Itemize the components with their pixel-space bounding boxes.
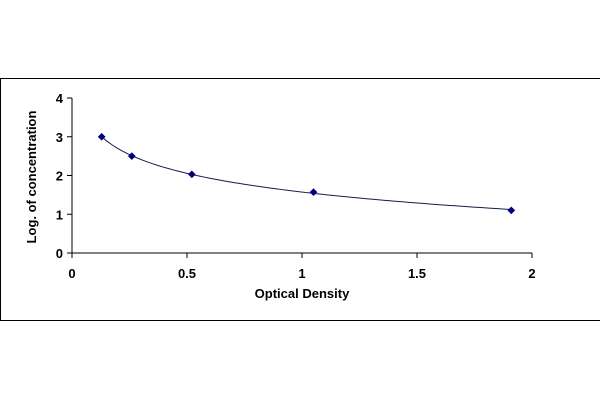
y-tick-label: 1 — [56, 207, 63, 222]
data-point — [97, 132, 106, 141]
x-tick-label: 1 — [298, 266, 305, 281]
x-tick-label: 0.5 — [178, 266, 196, 281]
x-tick-label: 0 — [68, 266, 75, 281]
x-axis-title: Optical Density — [255, 286, 350, 301]
data-point — [309, 188, 318, 197]
data-point — [187, 170, 196, 179]
x-tick-label: 1.5 — [408, 266, 426, 281]
y-axis-title: Log. of concentration — [24, 111, 39, 244]
axes-group — [71, 98, 532, 254]
data-point — [127, 152, 136, 161]
series-curve — [101, 136, 512, 211]
y-tick-label: 3 — [56, 130, 63, 145]
y-tick-label: 2 — [56, 169, 63, 184]
ticks-group: 0 0.5 1 1.5 2 0 1 2 3 4 — [56, 91, 536, 281]
data-point — [507, 206, 516, 215]
y-tick-label: 4 — [56, 91, 64, 106]
plot-group — [97, 132, 516, 215]
y-tick-label: 0 — [56, 246, 63, 261]
x-tick-label: 2 — [528, 266, 535, 281]
